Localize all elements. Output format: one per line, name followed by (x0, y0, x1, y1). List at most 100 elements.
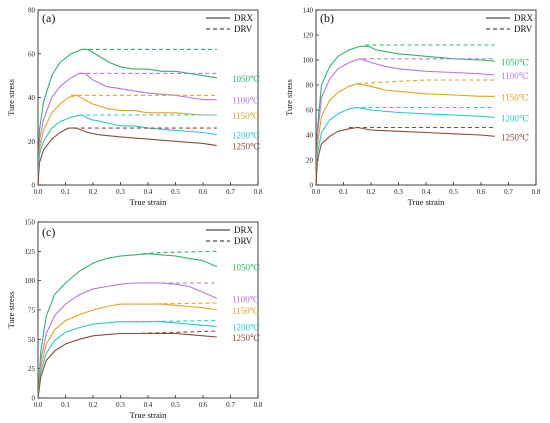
drx-line-1250 (37, 332, 217, 399)
series-label-1150: 1150℃ (501, 92, 529, 102)
y-tick-label: 0 (32, 395, 36, 403)
y-tick-label: 75 (28, 307, 36, 315)
drx-line-1150 (315, 83, 495, 186)
x-tick-label: 0.4 (144, 401, 153, 409)
y-axis-label: Ture stress (284, 79, 294, 116)
legend-label-drx: DRX (514, 13, 534, 23)
x-tick-label: 0.4 (422, 188, 431, 196)
x-tick-label: 0.3 (116, 401, 125, 409)
panel-label: (c) (42, 225, 55, 239)
drv-line-1150 (142, 302, 217, 305)
series-label-1100: 1100℃ (501, 71, 529, 81)
x-tick-label: 0.7 (504, 188, 513, 196)
drx-line-1200 (315, 106, 495, 186)
legend-label-drv: DRV (514, 24, 533, 34)
series-label-1050: 1050℃ (232, 263, 260, 273)
drx-line-1150 (37, 94, 217, 186)
x-axis-label: True strain (408, 197, 446, 207)
x-tick-label: 0.6 (199, 188, 208, 196)
y-tick-label: 25 (28, 365, 36, 373)
x-tick-label: 0.2 (367, 188, 376, 196)
y-tick-label: 80 (306, 82, 314, 90)
drx-line-1200 (37, 321, 217, 399)
x-tick-label: 0.0 (312, 188, 321, 196)
drv-line-1050 (142, 250, 217, 255)
series-label-1200: 1200℃ (501, 114, 529, 124)
series-label-1250: 1250℃ (232, 333, 260, 343)
series-label-1100: 1100℃ (232, 294, 260, 304)
x-tick-label: 0.3 (116, 188, 125, 196)
y-tick-label: 125 (25, 248, 36, 256)
series-label-1200: 1200℃ (232, 131, 260, 141)
y-tick-label: 20 (306, 157, 314, 165)
series-label-1150: 1150℃ (232, 306, 260, 316)
x-tick-label: 0.1 (61, 188, 70, 196)
x-tick-label: 0.5 (171, 188, 180, 196)
y-tick-label: 40 (28, 94, 36, 102)
x-tick-label: 0.5 (171, 401, 180, 409)
legend-label-drx: DRX (234, 13, 254, 23)
panel-label: (b) (320, 11, 334, 25)
y-tick-label: 150 (25, 219, 36, 227)
panel-a: 0.0 0.1 0.2 0.3 0.4 0.5 0.6 0.7 0.8 0 20 40 60 80 True… (6, 7, 263, 208)
drx-line-1150 (37, 303, 217, 399)
drx-line-1250 (315, 126, 495, 186)
drx-line-1050 (37, 48, 217, 186)
x-tick-label: 0.3 (394, 188, 403, 196)
x-axis-label: True strain (130, 410, 168, 420)
panel-b: 0.0 0.1 0.2 0.3 0.4 0.5 0.6 0.7 0.8 0 20 40 60 80 100 1… (284, 7, 541, 208)
x-tick-label: 0.1 (61, 401, 70, 409)
x-tick-label: 0.4 (144, 188, 153, 196)
plot-frame (37, 221, 259, 399)
y-tick-label: 50 (28, 336, 36, 344)
legend-label-drv: DRV (234, 24, 253, 34)
drx-line-1200 (37, 114, 217, 186)
y-tick-label: 100 (25, 277, 36, 285)
series-label-1200: 1200℃ (232, 322, 260, 332)
drx-line-1050 (37, 253, 218, 399)
panel-label: (a) (42, 11, 55, 25)
y-tick-label: 20 (28, 138, 36, 146)
drv-line-1150 (357, 79, 495, 85)
x-tick-label: 0.7 (226, 401, 235, 409)
x-axis-label: True strain (130, 197, 168, 207)
x-tick-label: 0.8 (254, 188, 263, 196)
y-tick-label: 80 (28, 7, 36, 15)
series-label-1100: 1100℃ (232, 96, 260, 106)
legend-label-drx: DRX (234, 225, 254, 235)
x-tick-label: 0.6 (199, 401, 208, 409)
y-tick-label: 120 (303, 32, 314, 40)
x-tick-label: 0.5 (449, 188, 458, 196)
series-label-1150: 1150℃ (232, 111, 260, 121)
y-axis-label: Ture stress (6, 292, 16, 329)
drx-line-1100 (315, 58, 495, 186)
y-tick-label: 100 (303, 57, 314, 65)
y-tick-label: 60 (306, 107, 314, 115)
x-tick-label: 0.1 (339, 188, 348, 196)
y-axis-label: Ture stress (6, 79, 16, 116)
y-tick-label: 0 (310, 182, 314, 190)
x-tick-label: 0.8 (532, 188, 541, 196)
series-label-1050: 1050℃ (501, 57, 529, 67)
x-tick-label: 0.6 (477, 188, 486, 196)
drx-line-1100 (37, 282, 218, 399)
x-tick-label: 0.0 (34, 401, 43, 409)
y-tick-label: 0 (32, 182, 36, 190)
y-tick-label: 60 (28, 50, 36, 58)
drx-line-1250 (37, 127, 217, 186)
drx-line-1100 (37, 72, 217, 186)
series-label-1050: 1050℃ (232, 74, 260, 84)
series-label-1250: 1250℃ (232, 142, 260, 152)
x-tick-label: 0.2 (89, 401, 98, 409)
legend-label-drv: DRV (234, 236, 253, 246)
y-tick-label: 140 (303, 7, 314, 15)
x-tick-label: 0.8 (254, 401, 263, 409)
x-tick-label: 0.2 (89, 188, 98, 196)
x-tick-label: 0.7 (226, 188, 235, 196)
panel-c: 0.0 0.1 0.2 0.3 0.4 0.5 0.6 0.7 0.8 0 25 50 75 100 125… (6, 219, 263, 421)
series-label-1250: 1250℃ (501, 132, 529, 142)
x-tick-label: 0.0 (34, 188, 43, 196)
y-tick-label: 40 (306, 132, 314, 140)
plot-frame (37, 9, 259, 186)
